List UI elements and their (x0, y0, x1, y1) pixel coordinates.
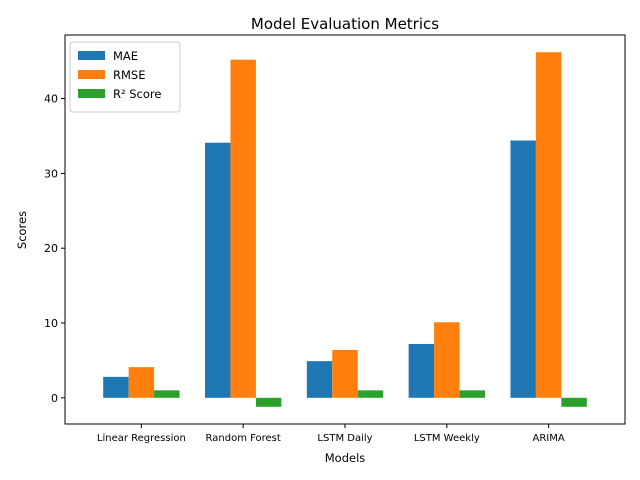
bar-r-score-0 (154, 390, 180, 398)
bar-rmse-4 (535, 52, 562, 398)
bar-rmse-1 (230, 59, 256, 398)
x-tick-label: Linear Regression (97, 433, 186, 444)
bar-mae-0 (103, 376, 129, 398)
x-tick-label: LSTM Daily (317, 433, 372, 444)
x-axis-label: Models (325, 451, 366, 465)
legend-swatch (78, 70, 105, 79)
bar-mae-2 (306, 361, 333, 398)
bar-mae-1 (205, 142, 231, 398)
x-axis-ticks: Linear Regression Random Forest LSTM Daily… (97, 424, 565, 444)
y-tick-label: 30 (44, 167, 58, 180)
bar-rmse-0 (128, 367, 155, 398)
y-axis-ticks: 0 10 20 30 40 (44, 93, 65, 405)
y-axis-label: Scores (15, 211, 29, 249)
plot-frame (64, 34, 626, 425)
y-tick-label: 40 (44, 93, 58, 106)
bar-mae-4 (510, 140, 536, 398)
bar-rmse-2 (332, 349, 358, 398)
legend-swatch (78, 89, 105, 98)
x-tick-label: ARIMA (533, 433, 565, 444)
legend-label: MAE (113, 49, 138, 63)
y-tick-label: 0 (51, 392, 58, 405)
chart-title: Model Evaluation Metrics (251, 15, 439, 33)
y-tick-label: 10 (44, 317, 58, 330)
bar-rmse-3 (434, 322, 460, 398)
legend: MAE RMSE R² Score (69, 41, 181, 113)
x-tick-label: Random Forest (206, 433, 281, 444)
legend-label: RMSE (113, 68, 145, 82)
bar-mae-3 (408, 343, 435, 398)
legend-swatch (78, 51, 105, 60)
y-tick-label: 20 (44, 242, 58, 255)
x-tick-label: LSTM Weekly (414, 433, 480, 444)
bar-r-score-3 (459, 390, 485, 398)
bars (103, 52, 587, 407)
legend-label: R² Score (113, 87, 161, 101)
bar-r-score-4 (561, 397, 587, 407)
bar-r-score-2 (357, 390, 384, 398)
bar-r-score-1 (255, 397, 282, 407)
